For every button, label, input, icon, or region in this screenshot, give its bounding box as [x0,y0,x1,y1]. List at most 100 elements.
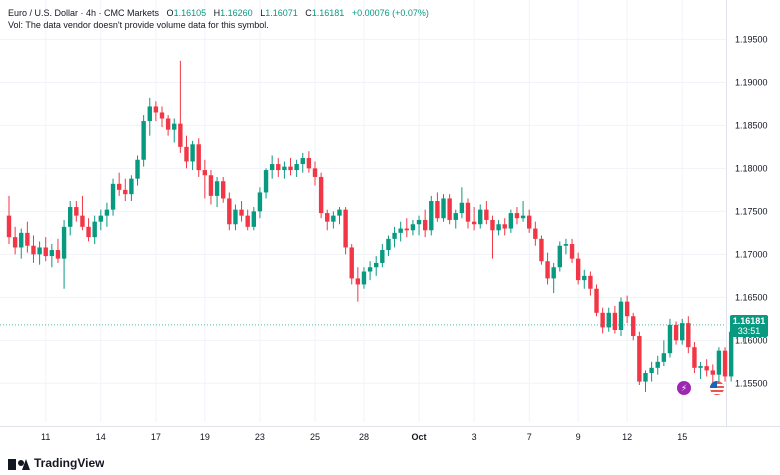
candle-body [704,366,709,371]
candle-body [12,237,18,248]
tradingview-logo[interactable]: TradingView [8,456,104,470]
candle-body [588,275,593,289]
candle-body [233,209,238,225]
candle-body [527,215,532,229]
x-tick-label: 28 [359,432,369,442]
open-label: O [166,8,174,18]
candle-body [61,226,67,259]
candle-body [484,209,489,220]
candle-body [282,166,287,171]
candle-body [196,144,201,171]
y-tick-label: 1.16500 [735,292,768,302]
candle-body [496,224,501,231]
last-price-tag: 1.16181 33:51 [730,315,768,337]
candle-body [404,228,409,231]
candle-body [563,244,569,246]
candle-body [135,159,140,179]
candle-body [380,250,385,263]
us-flag-icon[interactable] [710,381,724,395]
candle-body [331,215,336,222]
candle-body [80,215,85,227]
high-value: 1.16260 [220,8,253,18]
candle-body [514,213,520,219]
candle-body [43,247,48,257]
candle-body [698,366,703,368]
candle-body [251,211,256,227]
candle-body [533,228,538,239]
candle-body [227,198,232,225]
candle-body [447,198,452,220]
candle-body [594,288,599,313]
candle-body [49,250,55,257]
candle-body [129,178,134,195]
x-tick-label: 12 [622,432,632,442]
candle-body [471,221,477,225]
candle-body [539,238,544,262]
candle-body [221,181,226,199]
candle-body [343,209,348,248]
candle-body [116,183,122,190]
candle-body [123,189,128,195]
candle-body [25,232,30,246]
x-tick-label: 17 [151,432,161,442]
candle-body [667,324,673,354]
candle-body [294,164,299,171]
candle-body [318,176,324,214]
candle-body [6,215,12,238]
candle-body [92,221,97,238]
candle-body [55,250,61,259]
symbol-title: Euro / U.S. Dollar · 4h · CMC Markets [8,8,160,18]
candle-body [643,372,648,382]
x-tick-label: 14 [96,432,106,442]
candle-body [141,121,146,160]
candle-body [398,228,403,233]
candle-body [257,192,263,212]
candle-body [178,123,183,147]
candle-body [728,331,734,377]
close-label: C [305,8,312,18]
lightning-icon[interactable]: ⚡ [677,381,691,395]
candle-body [214,181,220,196]
candle-body [722,350,728,377]
close-value: 1.16181 [311,8,345,18]
candle-body [312,168,318,177]
low-label: L [260,8,266,18]
candle-body [520,215,526,219]
tradingview-name: TradingView [34,456,105,470]
y-tick-label: 1.17500 [735,206,768,216]
candle-body [74,207,79,216]
high-label: H [213,8,221,18]
candle-body [19,232,24,248]
y-tick-label: 1.19000 [735,77,768,87]
low-value: 1.16071 [265,8,298,18]
x-tick-label: 9 [576,432,581,442]
candle-body [637,336,642,382]
x-tick-label: 19 [200,432,210,442]
x-tick-label: 23 [255,432,265,442]
candle-body [606,312,611,328]
candle-body [392,232,397,239]
candle-body [422,219,428,231]
candle-body [508,213,514,229]
candle-body [710,370,715,375]
candle-body [153,106,159,113]
x-tick-label: 11 [41,432,50,442]
candle-body [490,219,495,231]
candle-body [190,144,195,162]
candle-body [110,183,116,210]
candle-body [686,323,691,348]
candle-body [172,123,177,130]
candle-body [300,158,305,165]
candle-body [367,267,373,272]
candle-body [551,267,556,279]
open-value: 1.16105 [173,8,207,18]
candle-body [453,213,458,220]
candle-body [386,238,391,251]
candle-body [557,245,562,268]
x-tick-label: 25 [310,432,320,442]
y-tick-label: 1.17000 [735,249,768,259]
candle-body [306,158,312,169]
candle-body [618,301,624,331]
